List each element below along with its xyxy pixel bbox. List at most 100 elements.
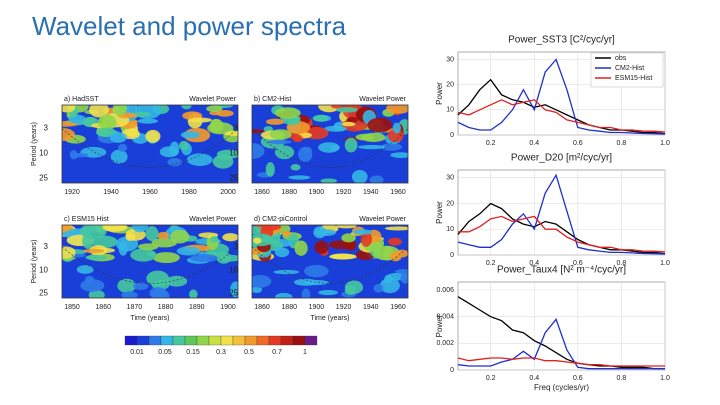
cone-of-influence [251, 246, 409, 284]
wavelet-blob [252, 286, 263, 293]
wavelet-blob [157, 231, 170, 240]
x-tick-label: 1960 [142, 189, 158, 196]
colorbar-cell [184, 335, 198, 346]
wavelet-blob [181, 105, 192, 110]
colorbar-cell [268, 335, 282, 346]
wavelet-blob [146, 251, 157, 257]
colorbar-cell [232, 335, 246, 346]
wavelet-frame [251, 224, 409, 299]
colorbar-cell [172, 335, 186, 346]
colorbar-cell [148, 335, 162, 346]
y-axis-label: Power [435, 82, 444, 105]
wavelet-blob [82, 233, 94, 249]
x-tick-label: 1920 [336, 189, 352, 196]
x-tick-label: 0.8 [617, 375, 627, 382]
y-axis-label: Period (years) [31, 240, 38, 284]
y-tick-label: 30 [446, 56, 454, 63]
wavelet-blob [62, 246, 76, 259]
y-tick-label: 0 [450, 132, 454, 139]
x-tick-label: 1850 [64, 304, 80, 311]
wavelet-blob [269, 129, 292, 140]
x-tick-label: 0.4 [529, 375, 539, 382]
wavelet-blob [357, 144, 386, 150]
wavelet-blob [387, 237, 402, 246]
wavelet-blob [395, 249, 408, 258]
x-tick-label: 1900 [309, 304, 325, 311]
y-tick-label: 20 [446, 200, 454, 207]
x-tick-label: 1870 [127, 304, 143, 311]
wavelet-blob [180, 131, 200, 139]
wavelet-blob [216, 109, 234, 117]
wavelet-blob [188, 117, 213, 123]
wavelet-blob [91, 235, 118, 249]
wavelet-blob [112, 105, 127, 116]
y-axis-label: Period (years) [31, 122, 38, 166]
wavelet-blob [125, 232, 136, 241]
wavelet-blob [392, 122, 401, 134]
wavelet-blob [328, 240, 355, 250]
wavelet-blob [390, 152, 408, 158]
wavelet-blob [336, 107, 358, 113]
wavelet-blob [110, 149, 128, 164]
x-tick-label: 1920 [336, 304, 352, 311]
y-axis-label: Power [435, 201, 444, 224]
series-line [457, 357, 665, 367]
wavelet-blob [210, 236, 219, 243]
wavelet-blob [186, 153, 213, 167]
wavelet-blob [166, 275, 188, 287]
x-tick-label: 1900 [220, 304, 236, 311]
wavelet-blob [68, 114, 86, 124]
wavelet-blob [230, 281, 238, 298]
y-tick-label: 0.002 [436, 340, 454, 347]
chart-title: Power_Taux4 [N² m⁻⁴/cyc/yr] [497, 265, 626, 276]
wavelet-blob [117, 278, 136, 293]
wavelet-blob [275, 107, 301, 119]
x-tick-label: 0.8 [617, 260, 627, 267]
wavelet-blob [380, 143, 403, 151]
series-line [457, 99, 666, 133]
x-tick-label: 1880 [281, 189, 297, 196]
wavelet-blob [294, 240, 308, 256]
wavelet-blob [313, 226, 327, 239]
colorbar-cell [136, 335, 150, 346]
wavelet-blob [395, 269, 408, 274]
x-tick-label: 1940 [363, 189, 379, 196]
wavelet-blob [344, 285, 356, 295]
x-tick-label: 1880 [158, 304, 174, 311]
x-axis-label: Time (years) [130, 315, 169, 322]
wavelet-blob [273, 269, 300, 275]
x-tick-label: 1940 [103, 189, 119, 196]
y-tick-label: 25 [39, 289, 48, 298]
wavelet-blob [252, 143, 265, 159]
colorbar-label: 0.3 [216, 349, 226, 356]
wavelet-blob [151, 237, 178, 248]
wavelet-blob [138, 243, 159, 251]
wavelet-blob [89, 105, 109, 118]
panel-label: b) CM2-Hist [254, 96, 291, 103]
x-tick-label: 0.2 [486, 375, 496, 382]
y-axis-label: Power [435, 314, 444, 337]
wavelet-blob [400, 272, 408, 284]
wavelet-blob [170, 229, 190, 244]
x-tick-label: 1860 [254, 304, 270, 311]
wavelet-blob [83, 248, 105, 253]
wavelet-blob [369, 175, 384, 183]
cone-of-influence [61, 128, 239, 168]
cone-of-influence [251, 128, 409, 168]
wavelet-blob [324, 125, 347, 132]
colorbar-label: 1 [303, 349, 307, 356]
colorbar-cell [256, 335, 270, 346]
x-tick-label: 1890 [189, 304, 205, 311]
wavelet-blob [206, 105, 223, 113]
y-tick-label: 25 [39, 173, 48, 182]
wavelet-blob [252, 275, 272, 288]
colorbar-cell [244, 335, 258, 346]
power-label: Wavelet Power [189, 216, 236, 223]
x-tick-label: 0.8 [617, 140, 627, 147]
wavelet-blob [145, 226, 159, 242]
x-tick-label: 1960 [390, 189, 406, 196]
wavelet-blob [266, 118, 285, 125]
wavelet-blob [346, 116, 358, 124]
